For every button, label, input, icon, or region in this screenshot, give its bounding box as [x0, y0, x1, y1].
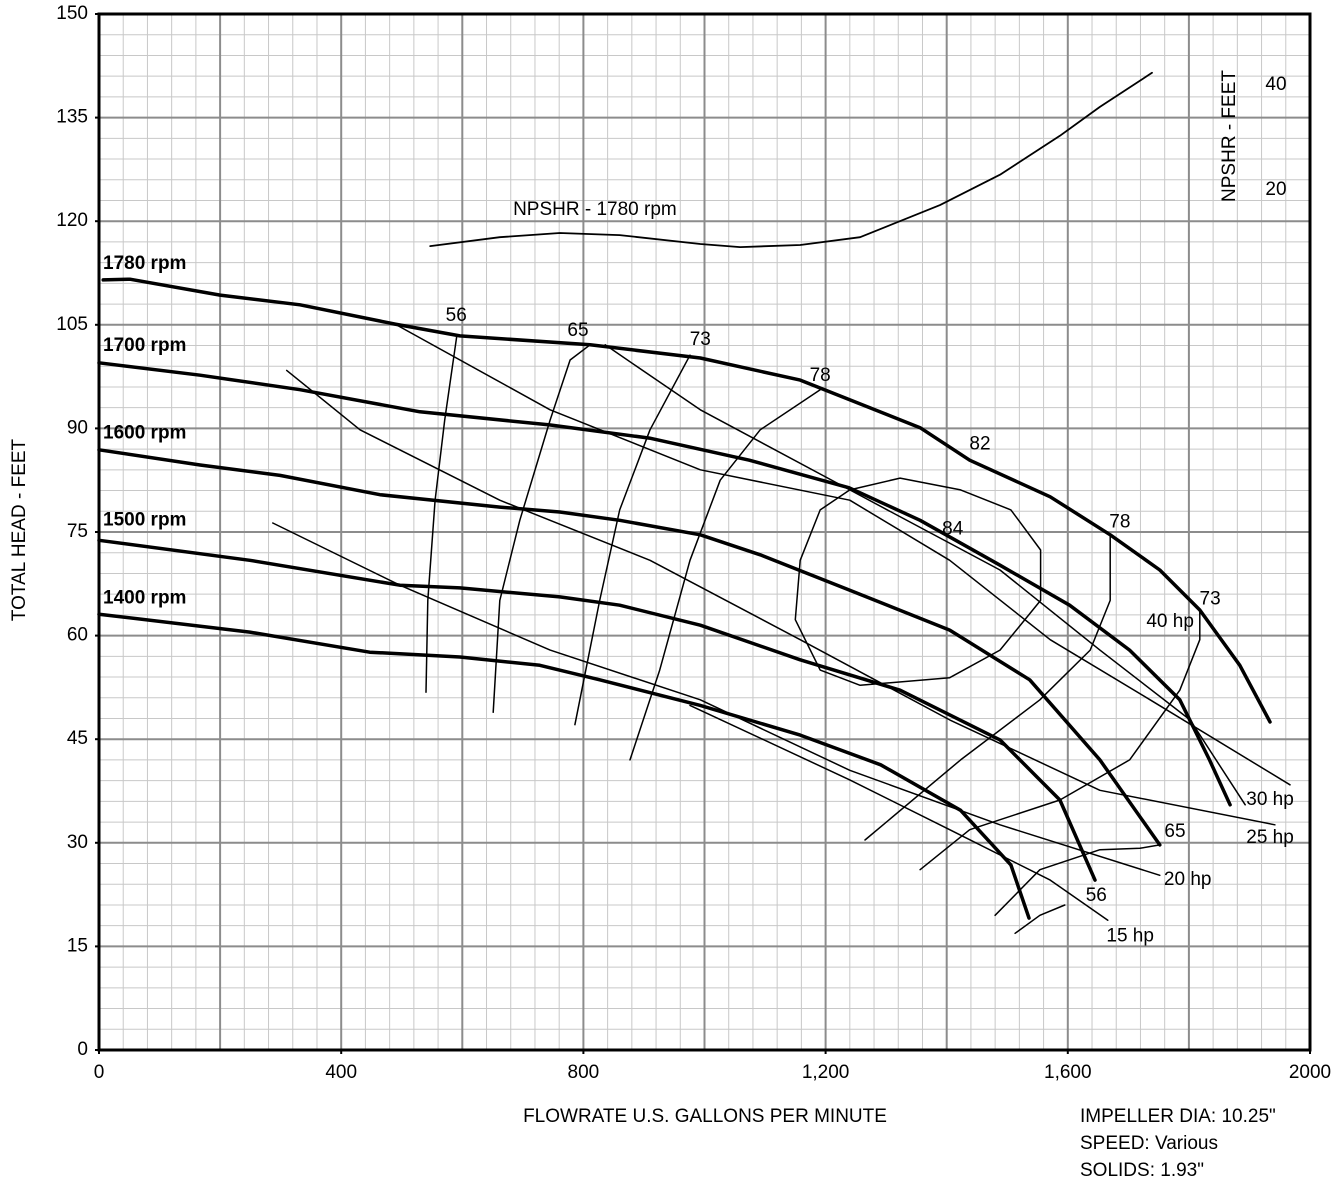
efficiency-curve: [994, 844, 1161, 917]
speed-label: 1500 rpm: [103, 509, 186, 530]
efficiency-curve: [574, 354, 691, 726]
hp-curve: [689, 704, 1109, 921]
y-tick-label: 120: [56, 210, 88, 231]
y2-tick-label: 20: [1265, 179, 1286, 200]
x-tick-label: 0: [94, 1062, 105, 1083]
y-tick-label: 150: [56, 3, 88, 24]
efficiency-label: 78: [1109, 511, 1130, 532]
speed-label: 1780 rpm: [103, 253, 186, 274]
efficiency-curve: [919, 609, 1201, 871]
efficiency-curve: [492, 344, 591, 714]
efficiency-label: 65: [567, 320, 588, 341]
x-axis-title: FLOWRATE U.S. GALLONS PER MINUTE: [523, 1106, 887, 1127]
hp-label: 15 hp: [1106, 926, 1154, 947]
info-line: IMPELLER DIA: 10.25": [1080, 1106, 1276, 1127]
efficiency-label: 73: [1200, 589, 1221, 610]
plot-frame: [97, 12, 1312, 1052]
y-tick-label: 45: [67, 728, 88, 749]
efficiency-curve: [864, 534, 1111, 841]
hp-label: 25 hp: [1246, 827, 1294, 848]
speed-curve: [101, 277, 1272, 724]
hp-curve: [604, 344, 1246, 806]
x-tick-label: 2000: [1289, 1062, 1331, 1083]
efficiency-label: 84: [942, 518, 964, 539]
npshr-curve: [429, 71, 1153, 248]
y-tick-label: 105: [56, 314, 88, 335]
hp-label: 30 hp: [1246, 789, 1294, 810]
hp-label: 20 hp: [1164, 869, 1212, 890]
x-tick-label: 800: [568, 1062, 600, 1083]
y-tick-label: 90: [67, 417, 88, 438]
y2-axis-title: NPSHR - FEET: [1219, 70, 1240, 202]
efficiency-label: 73: [690, 329, 711, 350]
efficiency-curve: [425, 334, 458, 693]
speed-curve: [97, 361, 1232, 807]
efficiency-label: 78: [810, 365, 831, 386]
speed-label: 1700 rpm: [103, 335, 186, 356]
efficiency-curve: [629, 388, 821, 761]
x-tick-label: 1,200: [802, 1062, 850, 1083]
efficiency-label: 82: [969, 433, 990, 454]
info-line: SPEED: Various: [1080, 1133, 1218, 1154]
x-tick-label: 1,600: [1044, 1062, 1092, 1083]
y-tick-label: 75: [67, 521, 88, 542]
efficiency-label: 56: [1086, 885, 1107, 906]
speed-curve: [97, 538, 1097, 882]
speed-curve: [97, 448, 1162, 847]
hp-curve: [285, 369, 1276, 826]
speed-curve: [97, 612, 1031, 920]
npshr-label: NPSHR - 1780 rpm: [513, 199, 677, 220]
y-axis-title: TOTAL HEAD - FEET: [9, 438, 30, 621]
y-tick-label: 30: [67, 832, 88, 853]
y-tick-label: 0: [77, 1039, 88, 1060]
y-tick-label: 15: [67, 935, 88, 956]
info-line: SOLIDS: 1.93": [1080, 1160, 1204, 1181]
efficiency-curve: [1014, 904, 1066, 935]
curves: [97, 71, 1291, 935]
speed-label: 1600 rpm: [103, 422, 186, 443]
y-tick-label: 60: [67, 625, 88, 646]
efficiency-label: 56: [446, 305, 467, 326]
efficiency-curve: [794, 477, 1042, 687]
speed-label: 1400 rpm: [103, 587, 186, 608]
y2-tick-label: 40: [1265, 74, 1286, 95]
hp-curve: [394, 323, 1291, 786]
x-tick-label: 400: [325, 1062, 357, 1083]
y-tick-label: 135: [56, 107, 88, 128]
efficiency-label: 65: [1164, 821, 1185, 842]
hp-label: 40 hp: [1146, 611, 1194, 632]
